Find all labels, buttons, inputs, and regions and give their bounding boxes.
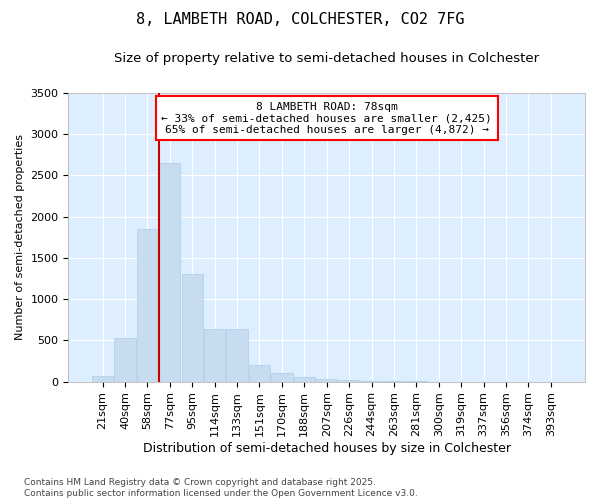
Bar (137, 229, 158, 382)
Bar (249, 365, 270, 382)
Bar (316, 379, 337, 382)
Bar (159, 163, 181, 382)
Bar (271, 374, 293, 382)
X-axis label: Distribution of semi-detached houses by size in Colchester: Distribution of semi-detached houses by … (143, 442, 511, 455)
Text: 8, LAMBETH ROAD, COLCHESTER, CO2 7FG: 8, LAMBETH ROAD, COLCHESTER, CO2 7FG (136, 12, 464, 28)
Bar (182, 274, 203, 382)
Title: Size of property relative to semi-detached houses in Colchester: Size of property relative to semi-detach… (114, 52, 539, 66)
Bar (92, 376, 113, 382)
Bar (361, 381, 382, 382)
Bar (226, 329, 248, 382)
Y-axis label: Number of semi-detached properties: Number of semi-detached properties (15, 134, 25, 340)
Bar (115, 338, 136, 382)
Text: 8 LAMBETH ROAD: 78sqm
← 33% of semi-detached houses are smaller (2,425)
65% of s: 8 LAMBETH ROAD: 78sqm ← 33% of semi-deta… (161, 102, 492, 135)
Bar (293, 377, 315, 382)
Bar (204, 329, 225, 382)
Text: Contains HM Land Registry data © Crown copyright and database right 2025.
Contai: Contains HM Land Registry data © Crown c… (24, 478, 418, 498)
Bar (338, 380, 360, 382)
